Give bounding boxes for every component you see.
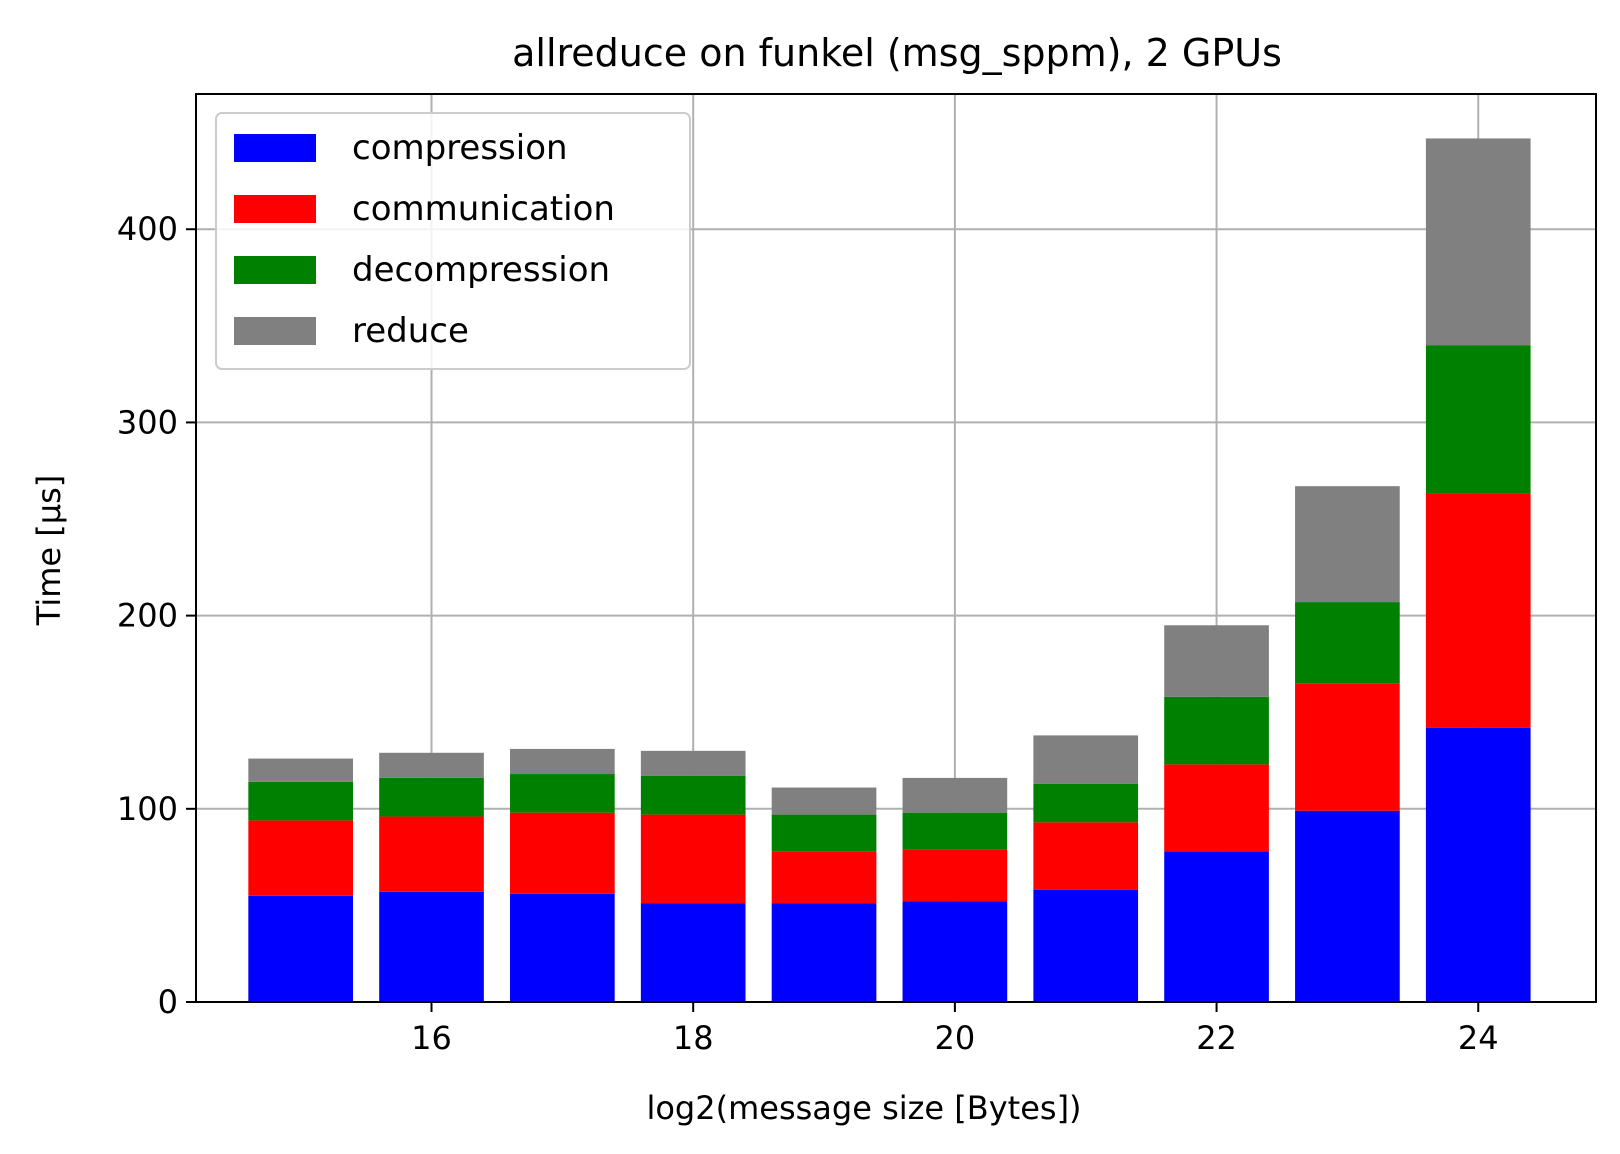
bar-compression-16 bbox=[379, 891, 484, 1002]
legend-swatch-reduce bbox=[234, 317, 316, 345]
chart-title: allreduce on funkel (msg_sppm), 2 GPUs bbox=[512, 31, 1282, 75]
bar-compression-19 bbox=[771, 903, 877, 1002]
legend-box bbox=[215, 112, 691, 370]
bar-reduce-18 bbox=[640, 750, 746, 776]
bar-decompression-23 bbox=[1295, 602, 1400, 684]
bar-reduce-16 bbox=[379, 752, 484, 778]
y-tick-label: 300 bbox=[117, 403, 178, 441]
x-tick-label: 20 bbox=[935, 1019, 976, 1057]
legend-label-decompression: decompression bbox=[352, 250, 610, 290]
bar-compression-20 bbox=[902, 901, 1008, 1002]
bar-decompression-16 bbox=[379, 777, 484, 817]
bar-communication-16 bbox=[379, 816, 484, 892]
bar-decompression-18 bbox=[640, 775, 746, 815]
bar-communication-15 bbox=[248, 820, 354, 896]
bar-compression-21 bbox=[1033, 889, 1139, 1002]
plot-frame bbox=[195, 93, 1597, 1003]
bar-reduce-22 bbox=[1164, 625, 1269, 697]
y-tick-label: 0 bbox=[158, 983, 178, 1021]
bar-communication-19 bbox=[771, 851, 877, 904]
legend-swatch-compression bbox=[234, 134, 316, 162]
bar-compression-17 bbox=[510, 893, 615, 1002]
bar-reduce-17 bbox=[510, 748, 615, 775]
axis-ticks: 16 18 20 22 24 0 100 200 300 400 bbox=[117, 210, 1499, 1057]
x-axis-label: log2(message size [Bytes]) bbox=[646, 1089, 1081, 1127]
y-tick-label: 400 bbox=[117, 210, 178, 248]
bar-compression-22 bbox=[1164, 851, 1269, 1002]
bar-compression-23 bbox=[1295, 810, 1400, 1002]
x-tick-label: 22 bbox=[1196, 1019, 1237, 1057]
bar-decompression-21 bbox=[1033, 783, 1139, 823]
y-tick-label: 100 bbox=[117, 790, 178, 828]
bar-reduce-23 bbox=[1295, 486, 1400, 603]
bar-communication-23 bbox=[1295, 683, 1400, 811]
bar-communication-24 bbox=[1425, 493, 1531, 728]
bar-decompression-17 bbox=[510, 774, 615, 813]
bar-compression-18 bbox=[640, 903, 746, 1002]
bar-compression-24 bbox=[1425, 727, 1531, 1002]
bar-reduce-19 bbox=[771, 787, 877, 815]
bar-reduce-20 bbox=[902, 777, 1008, 813]
bars bbox=[248, 138, 1531, 1002]
legend-label-compression: compression bbox=[352, 128, 568, 168]
legend-label-reduce: reduce bbox=[352, 311, 469, 351]
y-tick-label: 200 bbox=[117, 597, 178, 635]
bar-communication-22 bbox=[1164, 764, 1269, 852]
x-tick-label: 24 bbox=[1458, 1019, 1499, 1057]
legend-label-communication: communication bbox=[352, 189, 615, 229]
bar-communication-20 bbox=[902, 849, 1008, 902]
bar-communication-21 bbox=[1033, 822, 1139, 890]
legend: compression communication decompression red… bbox=[215, 112, 691, 370]
bar-reduce-24 bbox=[1425, 138, 1531, 346]
y-axis-label: Time [µs] bbox=[30, 475, 68, 626]
x-tick-label: 16 bbox=[411, 1019, 452, 1057]
bar-communication-17 bbox=[510, 812, 615, 894]
bar-decompression-15 bbox=[248, 781, 354, 821]
bar-reduce-21 bbox=[1033, 735, 1139, 784]
bar-decompression-20 bbox=[902, 812, 1008, 850]
legend-swatch-decompression bbox=[234, 256, 316, 284]
legend-swatch-communication bbox=[234, 195, 316, 223]
x-tick-label: 18 bbox=[673, 1019, 714, 1057]
bar-decompression-22 bbox=[1164, 696, 1269, 765]
bar-reduce-15 bbox=[248, 758, 354, 782]
bar-decompression-24 bbox=[1425, 345, 1531, 494]
bar-compression-15 bbox=[248, 895, 354, 1002]
bar-communication-18 bbox=[640, 814, 746, 904]
bar-decompression-19 bbox=[771, 814, 877, 852]
